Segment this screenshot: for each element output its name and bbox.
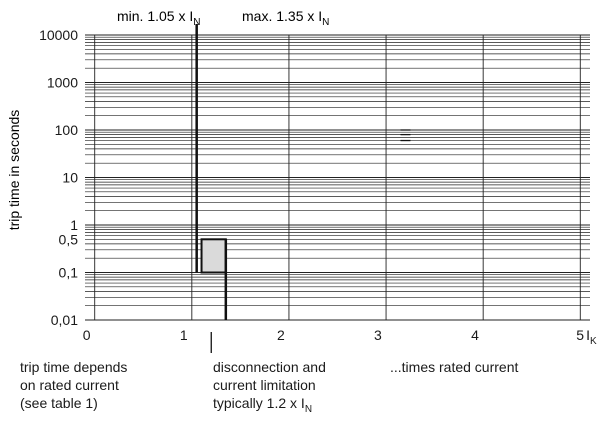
x-tick-label: 1 — [180, 327, 188, 343]
trip-zone-layer — [200, 238, 227, 274]
x-tick-label: 2 — [277, 327, 285, 343]
y-tick-label: 1000 — [47, 75, 78, 91]
x-axis-label-text: ...times rated current — [390, 359, 519, 375]
min-marker-subscript: N — [193, 17, 200, 28]
x-tick-label: 3 — [374, 327, 382, 343]
curve-layer — [195, 24, 411, 353]
y-tick-label: 10 — [62, 170, 78, 186]
trip-zone — [200, 238, 227, 274]
note-disconnection-subscript: N — [304, 403, 313, 415]
y-tick-label: 0,5 — [59, 231, 79, 247]
min-marker-label: min. 1.05 x IN — [117, 8, 201, 28]
max-marker-text: max. 1.35 x I — [242, 8, 322, 24]
note-disconnection: disconnection and current limitation typ… — [213, 358, 326, 419]
note-disconnection-line1: disconnection and — [213, 359, 326, 375]
max-marker-subscript: N — [322, 17, 329, 28]
y-tick-label: 0,1 — [59, 265, 79, 281]
x-tick-label: 4 — [471, 327, 479, 343]
y-tick-label: 1 — [70, 217, 78, 233]
x-axis-label: ...times rated current — [390, 358, 518, 376]
note-trip-time-line3: (see table 1) — [20, 395, 98, 411]
y-tick-label: 0,01 — [51, 312, 78, 328]
x-tick-subscript: K — [590, 336, 597, 347]
y-axis-label: trip time in seconds — [6, 110, 22, 231]
y-tick-label: 100 — [55, 122, 79, 138]
grid-layer — [85, 34, 590, 321]
x-tick-label: 0 — [83, 327, 91, 343]
x-tick-unit: I — [586, 327, 590, 343]
note-trip-time-line2: on rated current — [20, 377, 119, 393]
min-marker-text: min. 1.05 x I — [117, 8, 193, 24]
y-tick-label: 10000 — [39, 27, 78, 43]
note-disconnection-line3-text: typically 1.2 x I — [213, 395, 305, 411]
note-disconnection-line3: typically 1.2 x IN — [213, 394, 326, 419]
x-tick-label: 5 IK — [576, 327, 597, 347]
note-disconnection-line2: current limitation — [213, 377, 316, 393]
max-marker-label: max. 1.35 x IN — [242, 8, 329, 28]
note-trip-time-line1: trip time depends — [20, 359, 128, 375]
note-trip-time: trip time depends on rated current (see … — [20, 358, 127, 412]
